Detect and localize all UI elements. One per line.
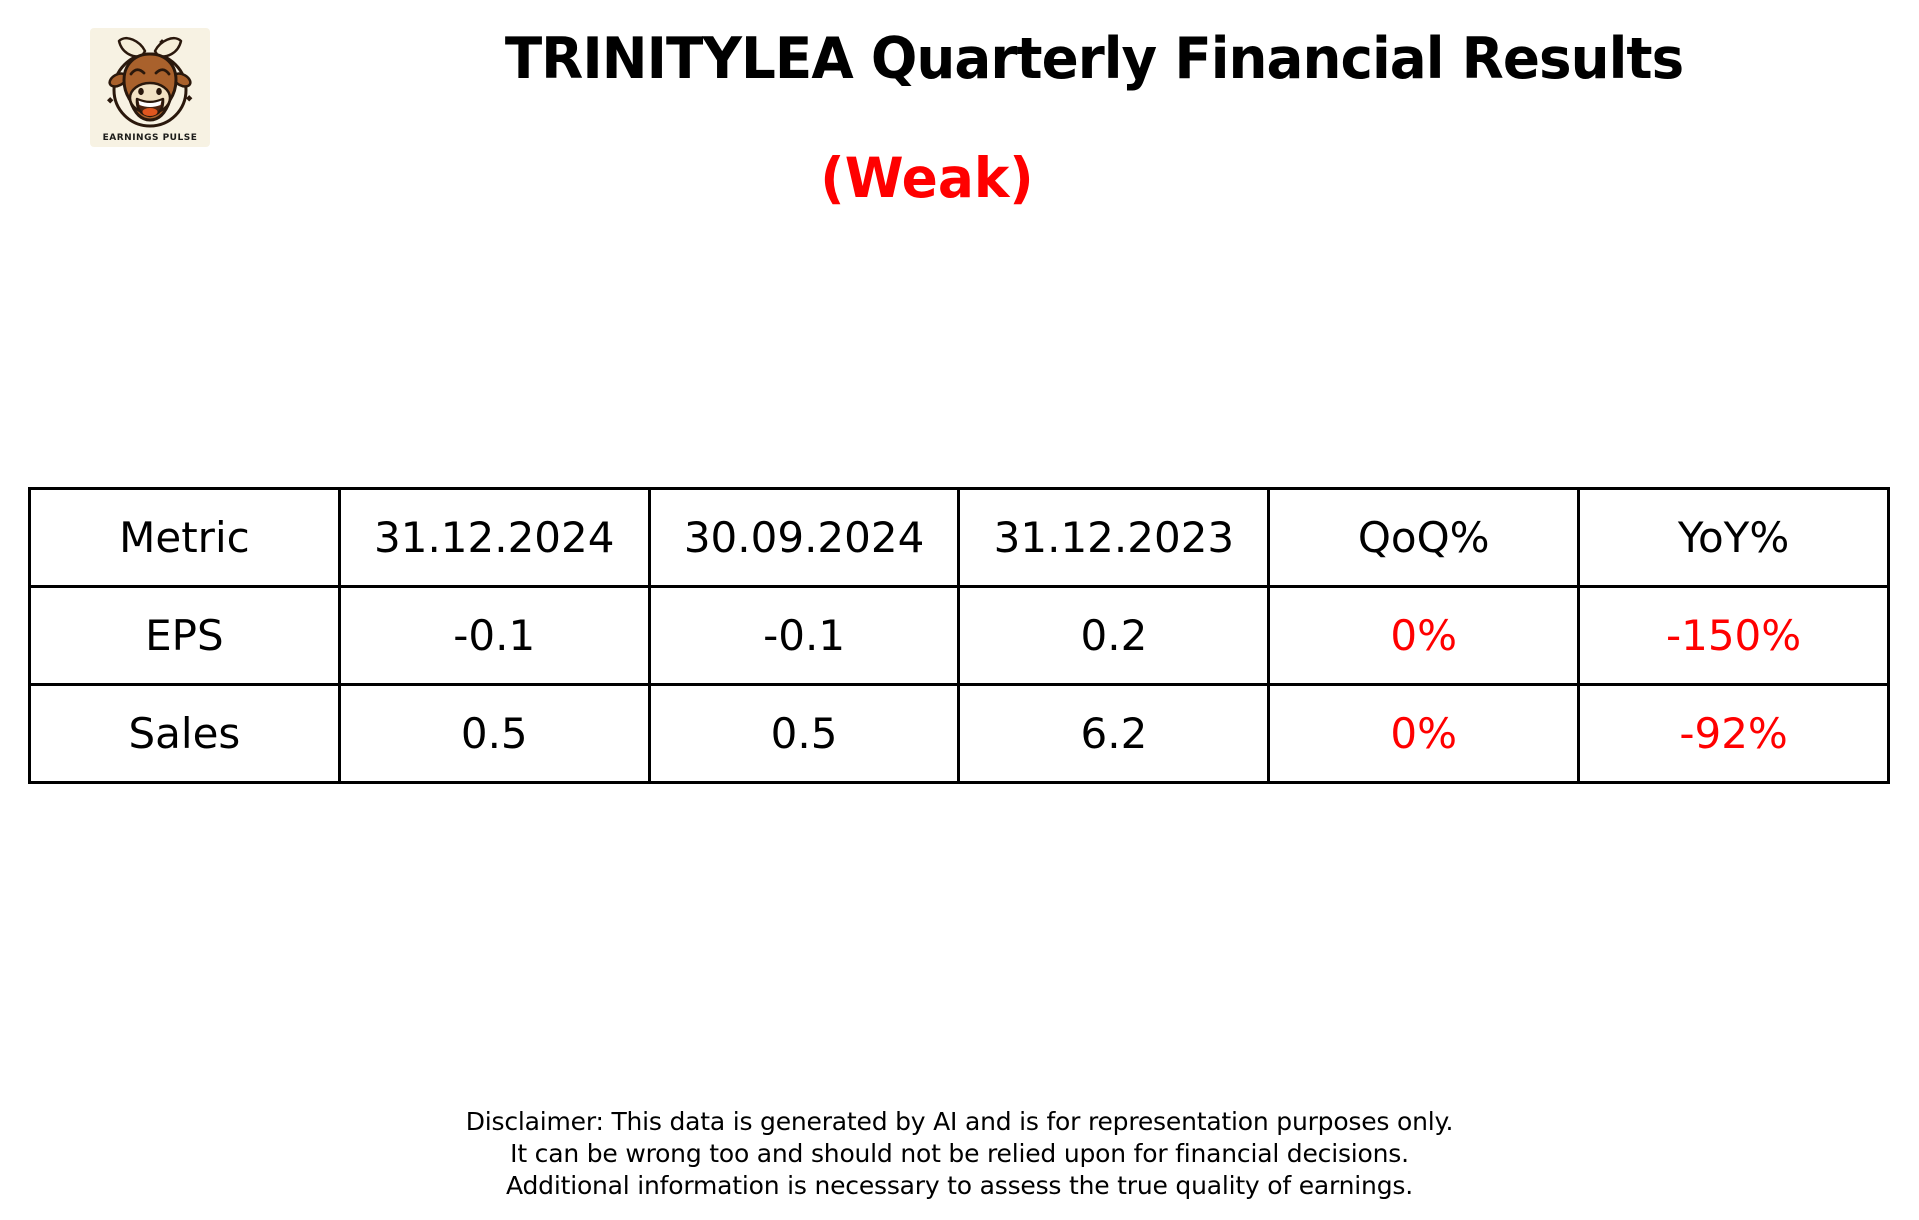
table-row-sales: Sales 0.5 0.5 6.2 0% -92% [28, 683, 1890, 784]
sales-value-cell: 0.5 [647, 683, 961, 784]
table-header-row: Metric 31.12.2024 30.09.2024 31.12.2023 … [28, 487, 1890, 588]
eps-value-cell: 0.2 [957, 585, 1271, 686]
disclaimer-line: Disclaimer: This data is generated by AI… [465, 1107, 1454, 1136]
disclaimer-line: It can be wrong too and should not be re… [510, 1139, 1409, 1168]
sentiment-label: (Weak) [820, 146, 1034, 210]
sales-qoq-cell: 0% [1267, 683, 1581, 784]
disclaimer: Disclaimer: This data is generated by AI… [0, 1106, 1919, 1202]
logo-caption: EARNINGS PULSE [103, 133, 198, 143]
eps-metric-cell: EPS [28, 585, 341, 686]
disclaimer-line: Additional information is necessary to a… [506, 1171, 1413, 1200]
earnings-pulse-logo: EARNINGS PULSE [90, 28, 210, 147]
sales-value-cell: 0.5 [337, 683, 651, 784]
sales-metric-cell: Sales [28, 683, 341, 784]
header-period-1: 31.12.2024 [337, 487, 651, 588]
header-yoy: YoY% [1577, 487, 1890, 588]
table-row-eps: EPS -0.1 -0.1 0.2 0% -150% [28, 585, 1890, 686]
eps-value-cell: -0.1 [337, 585, 651, 686]
bull-logo-icon: EARNINGS PULSE [90, 28, 210, 147]
header-period-2: 30.09.2024 [647, 487, 961, 588]
quarterly-results-table: Metric 31.12.2024 30.09.2024 31.12.2023 … [28, 487, 1890, 784]
sales-yoy-cell: -92% [1577, 683, 1890, 784]
header-period-3: 31.12.2023 [957, 487, 1271, 588]
eps-qoq-cell: 0% [1267, 585, 1581, 686]
eps-value-cell: -0.1 [647, 585, 961, 686]
sales-value-cell: 6.2 [957, 683, 1271, 784]
page-title: TRINITYLEA Quarterly Financial Results [504, 26, 1684, 92]
header-qoq: QoQ% [1267, 487, 1581, 588]
eps-yoy-cell: -150% [1577, 585, 1890, 686]
header-metric: Metric [28, 487, 341, 588]
